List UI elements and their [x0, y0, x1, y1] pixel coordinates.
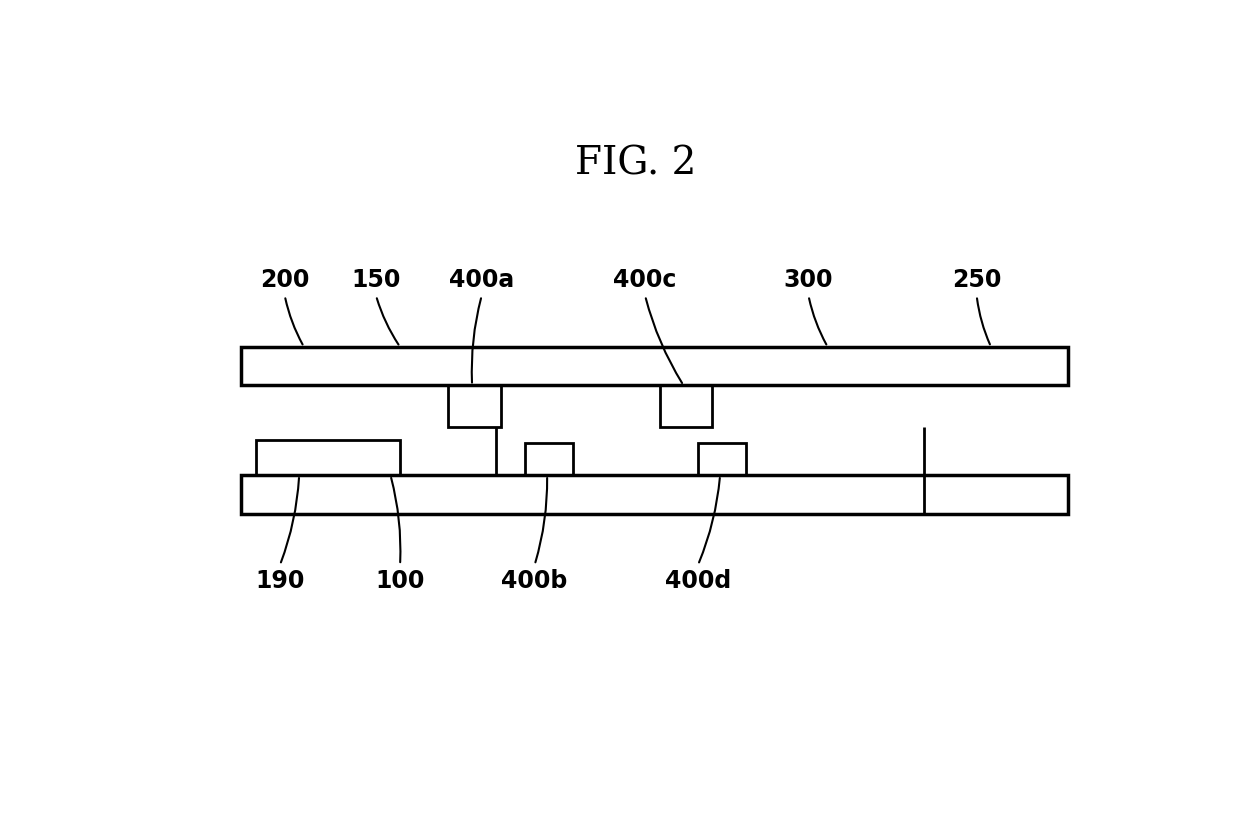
- Text: 100: 100: [376, 569, 425, 593]
- Text: 400a: 400a: [449, 267, 515, 292]
- Bar: [255, 440, 401, 475]
- Bar: [660, 386, 712, 427]
- Text: 300: 300: [784, 267, 833, 292]
- Bar: [448, 386, 501, 427]
- Bar: [242, 347, 1068, 386]
- Text: FIG. 2: FIG. 2: [575, 146, 696, 182]
- Bar: [242, 475, 1068, 514]
- Bar: [525, 443, 573, 475]
- Bar: [698, 443, 746, 475]
- Text: 400d: 400d: [665, 569, 732, 593]
- Text: 400c: 400c: [614, 267, 677, 292]
- Text: 250: 250: [952, 267, 1002, 292]
- Text: 400b: 400b: [501, 569, 568, 593]
- Text: 150: 150: [351, 267, 401, 292]
- Text: 200: 200: [260, 267, 310, 292]
- Text: 190: 190: [255, 569, 305, 593]
